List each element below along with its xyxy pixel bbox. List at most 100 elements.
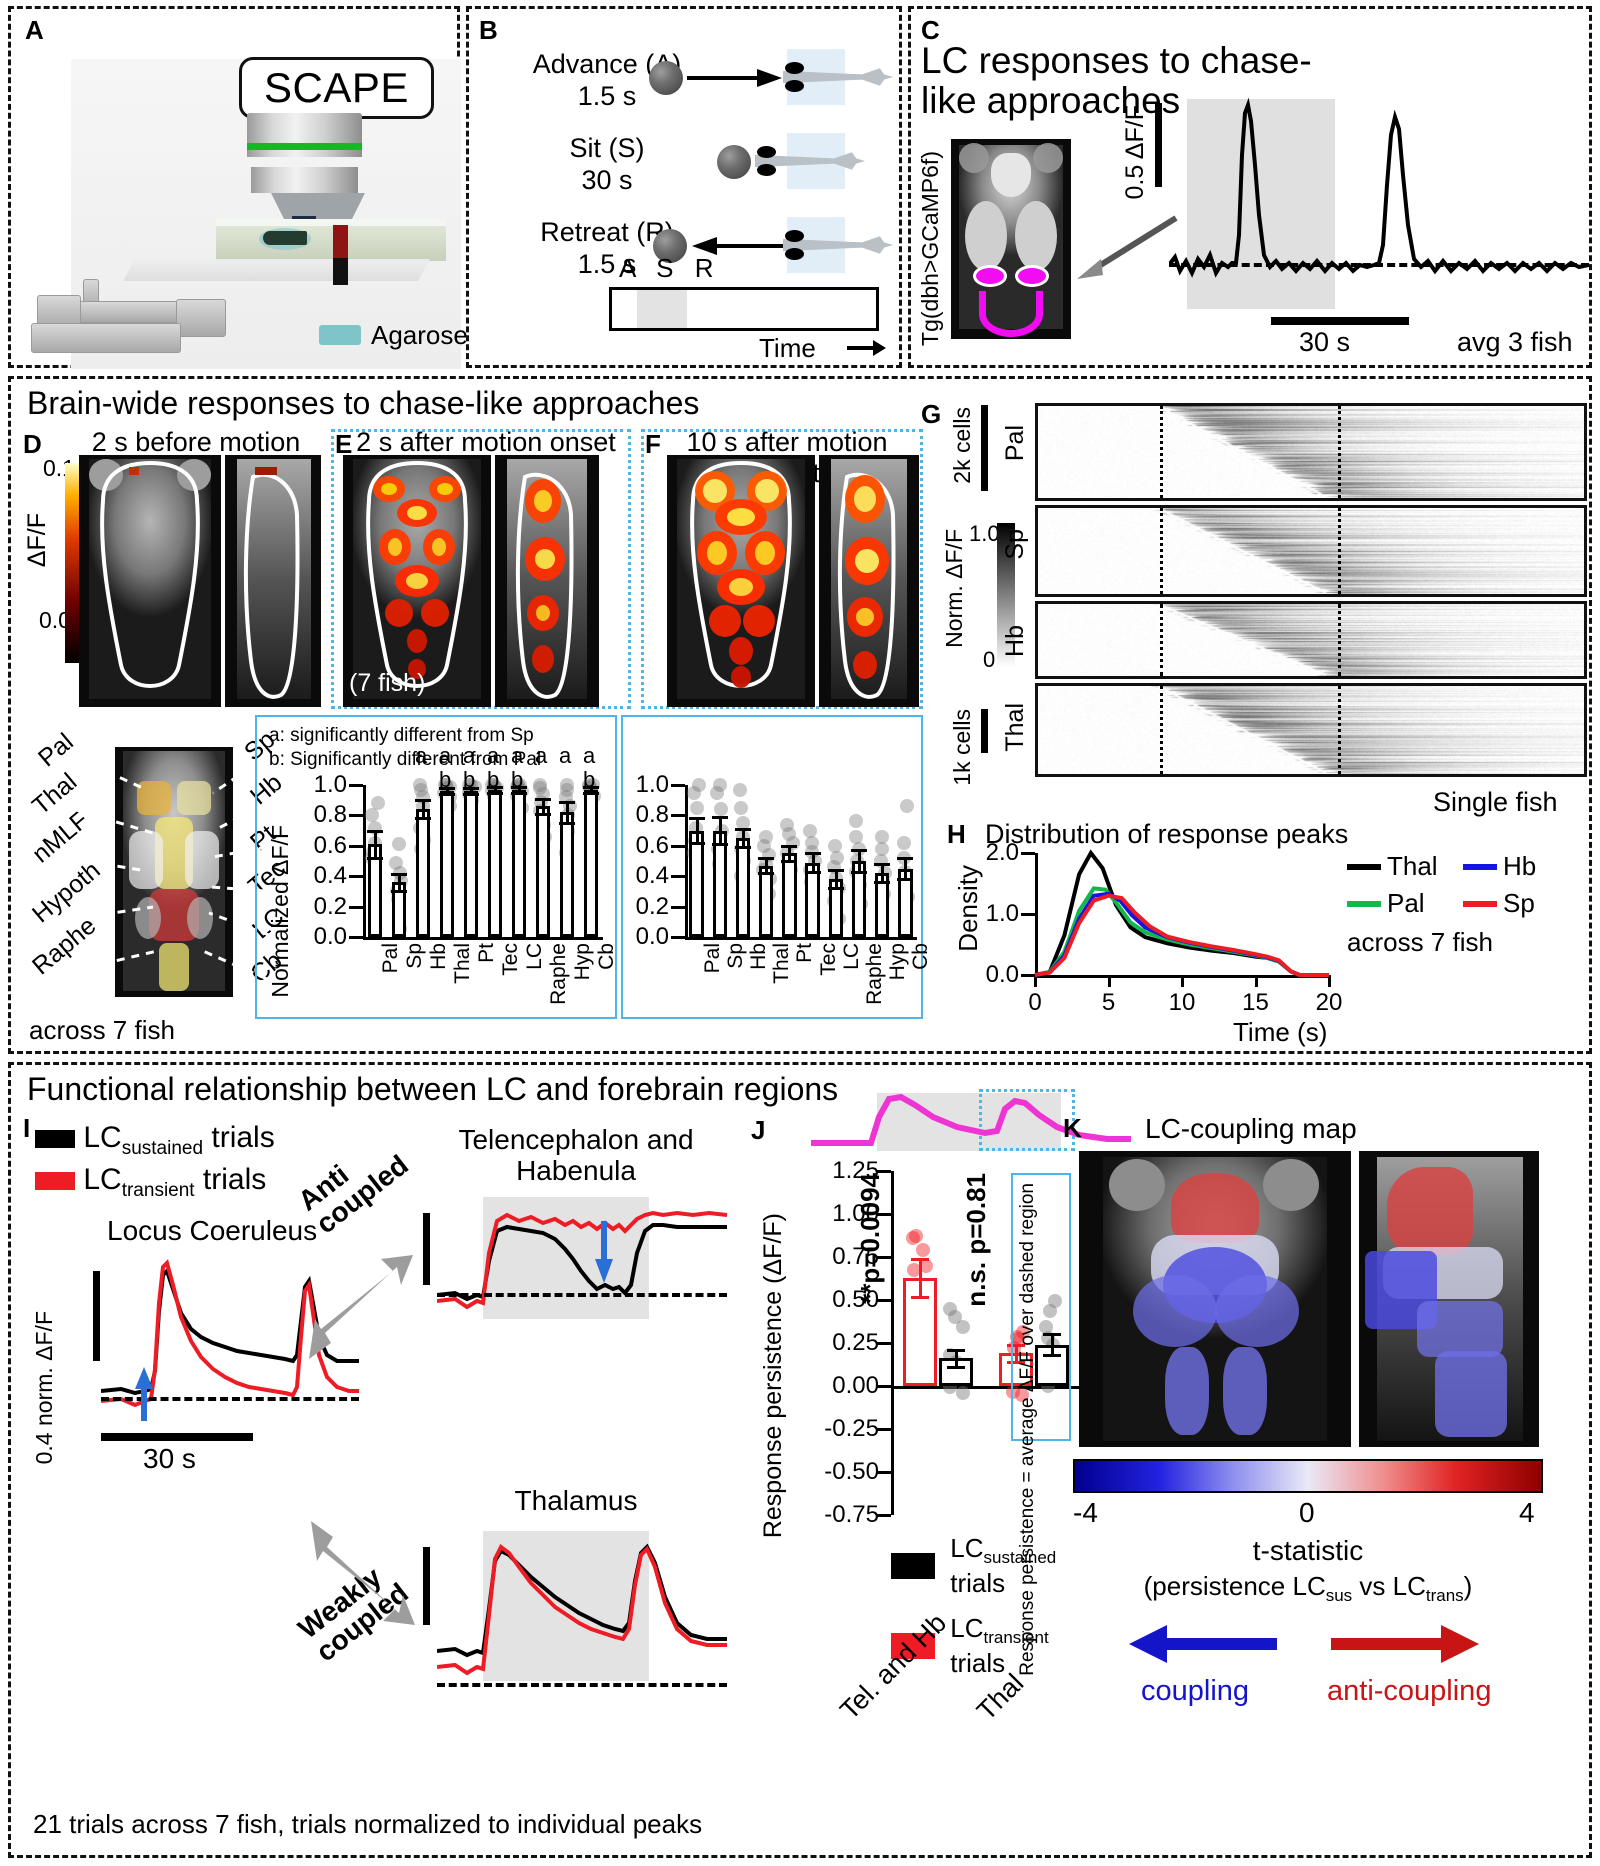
data-point [849, 829, 864, 844]
panel-h-y-tick-label: 1.0 [985, 900, 1019, 927]
panel-j-legend-label-sustained-main: LC [950, 1533, 984, 1563]
x-tick-label: Raphe [863, 943, 886, 1005]
x-tick-label: LC [523, 943, 546, 970]
data-point [692, 778, 707, 792]
data-point [713, 802, 728, 817]
panel-g-scale-bottom: 1k cells [949, 709, 975, 786]
panel-j-y-tick [877, 1170, 891, 1173]
data-point [828, 838, 843, 853]
bar-legend-line-a: a: significantly different from Sp [269, 725, 534, 746]
panel-h-x-tick-label: 20 [1315, 989, 1343, 1016]
panel-f-dotted-outline [641, 429, 923, 709]
legend-swatch-sustained [35, 1130, 75, 1149]
data-point [364, 808, 379, 823]
data-point [896, 835, 911, 850]
error-bar [834, 870, 838, 889]
data-point [780, 817, 795, 832]
y-tick-label: 0.8 [635, 801, 669, 829]
y-tick-label: 0.0 [635, 923, 669, 950]
panel-j-ns-annotation: n.s. p=0.81 [961, 1173, 991, 1307]
panel-k-sub-a: (persistence LC [1143, 1571, 1326, 1601]
panel-j-error-cap [910, 1257, 929, 1261]
black-target-bar [333, 258, 348, 285]
data-point [686, 785, 701, 800]
panel-j-legend-swatch-transient [891, 1633, 935, 1660]
panel-b-container: B Advance (A) 1.5 s Sit (S) 30 s Retreat… [466, 6, 902, 368]
panel-k-title: LC-coupling map [1145, 1113, 1357, 1144]
error-bar [811, 853, 815, 872]
panel-k-anticoupling-arrow-icon [1331, 1625, 1479, 1663]
panel-k-region-hindbrain-right [1223, 1347, 1267, 1435]
error-cap [711, 815, 728, 819]
panel-j-legend-swatch-sustained [891, 1553, 935, 1580]
trial-timeline: A S R Time [609, 253, 889, 363]
panel-h-legend-label: Pal [1387, 888, 1425, 918]
scape-label: SCAPE [239, 57, 434, 119]
retreat-duration: 1.5 s [577, 249, 637, 279]
panel-d-sagittal-image [225, 455, 321, 707]
bar [782, 853, 797, 937]
time-scalebar [1271, 317, 1409, 325]
significance-mark: a [439, 743, 452, 768]
legend-swatch-transient [35, 1172, 75, 1191]
y-tick-label: 0.2 [313, 892, 347, 920]
panel-h-note: across 7 fish [1347, 927, 1493, 957]
panel-h-y-tick [1021, 913, 1035, 916]
panel-i-thal-baseline [437, 1683, 727, 1687]
panel-g-scale-bottom-bar [981, 709, 988, 753]
data-point [532, 778, 547, 792]
panel-k-coupling-label: coupling [1141, 1675, 1250, 1707]
panel-j-data-point [908, 1229, 923, 1244]
lc-pointer-arrow-icon [1077, 215, 1178, 279]
error-bar [765, 857, 769, 874]
data-point [732, 782, 747, 797]
advance-duration: 1.5 s [577, 81, 637, 111]
panel-e-sagittal-image [495, 455, 599, 707]
panel-j-data-point [1048, 1293, 1063, 1308]
panel-c-container: C LC responses to chase-like approaches … [908, 6, 1592, 368]
panel-h-density-chart: 0.0 1.0 2.0 0 5 10 15 20 Density Time (s) Thal Hb Pa… [949, 839, 1579, 1047]
data-point [413, 782, 428, 797]
agarose-swatch [319, 325, 361, 345]
y-tick [349, 814, 363, 818]
panel-j-data-point [1010, 1330, 1025, 1345]
legend-item-sustained: LCsustained trials [35, 1121, 275, 1160]
bar [439, 791, 455, 937]
panel-e-bar-chart: 0.0 0.2 0.4 0.6 0.8 1.0 Pal Sp a Hb a b Thal a b Pt a b Te… [301, 743, 618, 1015]
panel-i-y-scalebar-label: 0.4 norm. ΔF/F [31, 1311, 57, 1465]
panel-e-bar-ylabel: Normalized ΔF/F [267, 825, 293, 998]
panel-j-y-tick [877, 1428, 891, 1431]
data-point [804, 835, 819, 850]
data-point [848, 814, 863, 829]
data-point [535, 787, 550, 802]
panel-f-sagittal-image [819, 455, 919, 707]
error-cap [511, 791, 527, 795]
panel-j-y-tick-label: 0.50 [832, 1286, 879, 1313]
error-cap [711, 843, 728, 847]
panel-j-error-cap [1006, 1343, 1025, 1347]
stimulus-row-sit: Sit (S) 30 s [469, 131, 905, 211]
panel-i-letter: I [23, 1113, 31, 1143]
panel-j-y-tick [877, 1256, 891, 1259]
error-cap [804, 852, 821, 856]
panel-i-lc-x-scalebar [101, 1433, 253, 1441]
panel-g-row-label-pal: Pal [1001, 425, 1029, 462]
panel-i-lc-baseline [101, 1397, 359, 1401]
panel-k-coupling-arrow-icon [1129, 1625, 1277, 1663]
panel-j-y-tick-label: -0.50 [824, 1458, 879, 1485]
error-cap [874, 863, 891, 867]
panel-h-title: Distribution of response peaks [985, 819, 1349, 849]
panel-j-data-point [1011, 1331, 1026, 1346]
data-point [709, 785, 724, 800]
fish-silhouette-3 [783, 223, 893, 267]
panel-i-lc-x-scalebar-label: 30 s [143, 1443, 196, 1474]
timeline-sit-block [637, 290, 687, 328]
panel-k-colorbar-sublabel: (persistence LCsus vs LCtrans) [1073, 1571, 1543, 1606]
legend-label-transient-tail: trials [194, 1163, 267, 1196]
panel-j-y-tick-label: 0.25 [832, 1329, 879, 1356]
panel-j-callout-box: Response persistence = average ΔF/F over… [1011, 1173, 1071, 1676]
timeline-time-label: Time [759, 333, 816, 363]
panel-i-footer: 21 trials across 7 fish, trials normaliz… [33, 1809, 703, 1839]
panel-j-data-point [906, 1230, 921, 1245]
panel-d-anatomy-image [115, 747, 233, 997]
